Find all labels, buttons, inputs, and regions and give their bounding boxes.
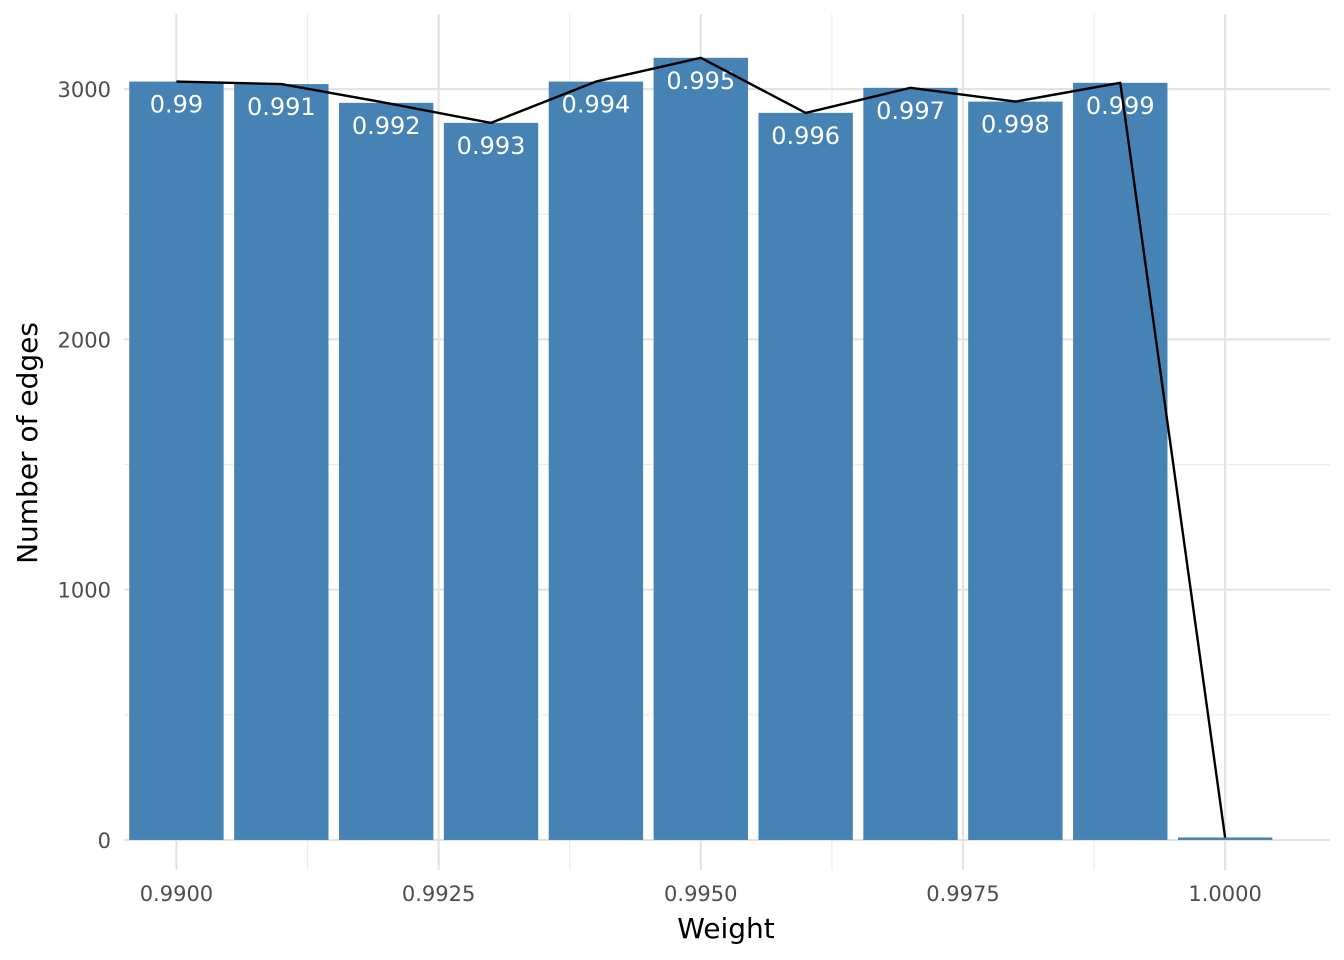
x-tick-label: 0.9975 bbox=[926, 882, 999, 906]
bar bbox=[653, 57, 748, 840]
x-tick-label: 0.9925 bbox=[402, 882, 475, 906]
bar-label: 0.996 bbox=[771, 122, 840, 150]
x-tick-labels: 0.9900 0.9925 0.9950 0.9975 1.0000 bbox=[140, 882, 1262, 906]
bar-label: 0.995 bbox=[666, 67, 735, 95]
y-tick-label: 2000 bbox=[58, 328, 111, 352]
bar-label: 0.997 bbox=[876, 97, 945, 125]
bar-label: 0.994 bbox=[562, 91, 631, 119]
bars bbox=[129, 57, 1273, 840]
bar bbox=[338, 102, 434, 840]
x-axis-title: Weight bbox=[677, 912, 775, 945]
bar-label: 0.998 bbox=[981, 111, 1050, 139]
bar-label: 0.999 bbox=[1086, 92, 1155, 120]
bar bbox=[1177, 837, 1273, 840]
y-tick-label: 3000 bbox=[58, 78, 111, 102]
bar bbox=[758, 112, 853, 840]
bar-label: 0.991 bbox=[247, 93, 316, 121]
y-tick-labels: 0 1000 2000 3000 bbox=[58, 78, 111, 853]
bar bbox=[863, 87, 958, 840]
y-tick-label: 0 bbox=[98, 829, 111, 853]
bar bbox=[129, 81, 224, 840]
bar bbox=[548, 81, 644, 840]
bar bbox=[968, 101, 1063, 840]
x-tick-label: 0.9950 bbox=[664, 882, 737, 906]
x-tick-label: 0.9900 bbox=[140, 882, 213, 906]
bar-label: 0.99 bbox=[150, 91, 203, 119]
x-tick-label: 1.0000 bbox=[1188, 882, 1261, 906]
bar-label: 0.992 bbox=[352, 112, 421, 140]
bar-labels: 0.99 0.991 0.992 0.993 0.994 0.995 0.996 0.997 0… bbox=[150, 67, 1155, 160]
bar bbox=[443, 122, 539, 840]
trend-line bbox=[176, 56, 1227, 838]
bar bbox=[234, 84, 329, 840]
y-tick-label: 1000 bbox=[58, 579, 111, 603]
y-axis-title: Number of edges bbox=[11, 322, 44, 564]
bar-label: 0.993 bbox=[457, 132, 526, 160]
trend-line-group bbox=[176, 56, 1227, 838]
bar bbox=[1073, 82, 1168, 840]
